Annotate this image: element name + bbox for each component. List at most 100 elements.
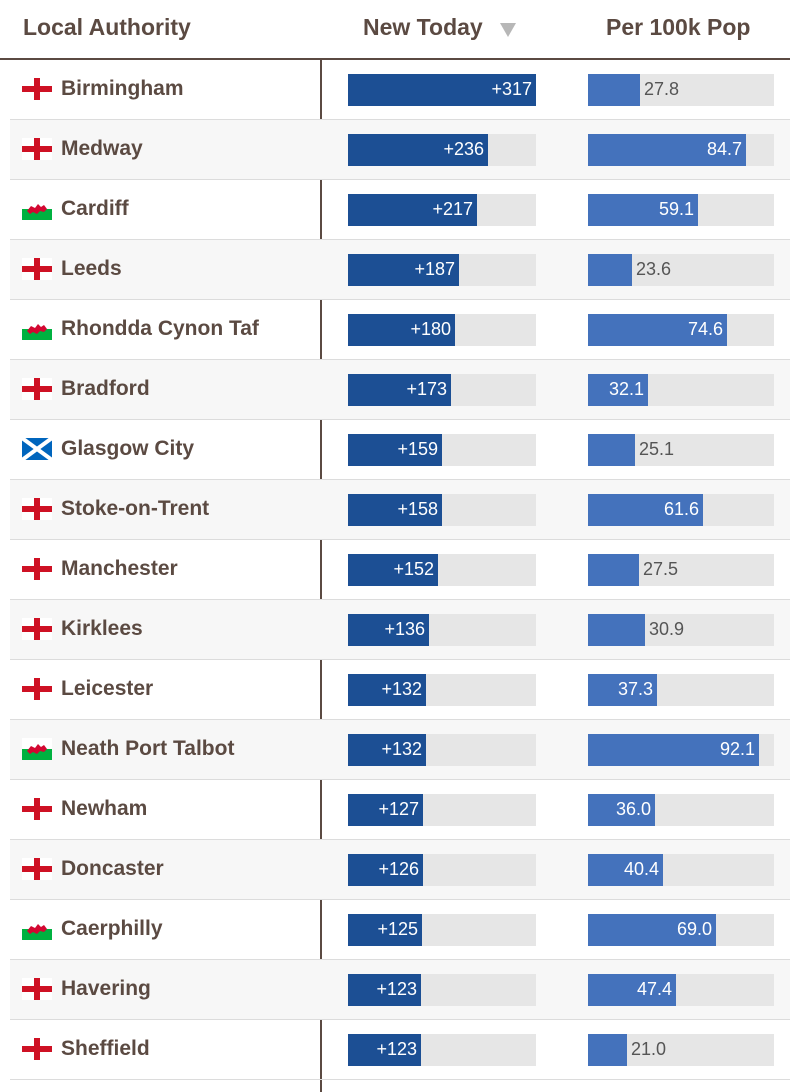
new-today-value: +123 [376,1039,417,1059]
new-today-bar: +158 [348,494,442,526]
england-flag-icon [22,558,52,580]
per-100k-value: 25.1 [639,439,675,459]
table-row: Cardiff +217 59.1 [10,180,790,240]
new-today-bar: +132 [348,734,426,766]
new-today-bar: +187 [348,254,459,286]
local-authority-name: Birmingham [61,77,184,100]
new-today-bar: +127 [348,794,423,826]
new-today-bar: +132 [348,674,426,706]
new-today-bar-track: +236 [348,134,536,166]
per-100k-bar-track: 27.8 [588,74,774,106]
new-today-bar: +217 [348,194,477,226]
new-today-bar: +123 [348,1034,421,1066]
per-100k-value: 30.9 [649,619,685,639]
per-100k-bar-track: 36.0 [588,794,774,826]
england-flag-icon [22,258,52,280]
new-today-bar-track: +317 [348,74,536,106]
per-100k-bar: 84.7 [588,134,746,166]
table-row: Stoke-on-Trent +158 61.6 [10,480,790,540]
local-authority-name: Caerphilly [61,917,163,940]
new-today-bar: +136 [348,614,429,646]
per-100k-bar-track: 37.3 [588,674,774,706]
table-row: Leeds +187 23.6 [10,240,790,300]
new-today-value: +159 [397,439,438,459]
new-today-bar-track: +152 [348,554,536,586]
per-100k-bar: 47.4 [588,974,676,1006]
column-header-new-today[interactable]: New Today [363,14,483,40]
table-row: Neath Port Talbot +132 92.1 [10,720,790,780]
new-today-bar: +180 [348,314,455,346]
local-authority-name: Neath Port Talbot [61,737,235,760]
scotland-flag-icon [20,436,54,462]
local-authority-name: Kirklees [61,617,143,640]
new-today-bar: +236 [348,134,488,166]
new-today-value: +217 [432,199,473,219]
per-100k-bar [588,1034,627,1066]
new-today-bar: +159 [348,434,442,466]
new-today-value: +158 [397,499,438,519]
per-100k-bar-track: 30.9 [588,614,774,646]
new-today-bar-track: +173 [348,374,536,406]
per-100k-value: 47.4 [636,979,672,999]
local-authority-name: Bradford [61,377,150,400]
column-header-per-100k[interactable]: Per 100k Pop [606,14,751,40]
per-100k-bar [588,74,640,106]
per-100k-bar: 59.1 [588,194,698,226]
per-100k-bar: 36.0 [588,794,655,826]
per-100k-value: 92.1 [719,739,755,759]
local-authority-name: Rhondda Cynon Taf [61,317,259,340]
england-flag-icon [22,498,52,520]
new-today-bar-track: +125 [348,914,536,946]
new-today-bar: +126 [348,854,423,886]
new-today-value: +132 [381,679,422,699]
england-flag-icon [22,858,52,880]
table-row: Birmingham +317 27.8 [10,60,790,120]
table-row: Caerphilly +125 69.0 [10,900,790,960]
new-today-value: +236 [443,139,484,159]
wales-flag-icon [22,918,52,940]
england-flag-icon [22,1038,52,1060]
per-100k-value: 32.1 [608,379,644,399]
new-today-bar-track: +123 [348,1034,536,1066]
per-100k-bar: 92.1 [588,734,759,766]
new-today-value: +136 [384,619,425,639]
per-100k-bar-track: 47.4 [588,974,774,1006]
per-100k-value: 69.0 [676,919,712,939]
per-100k-value: 27.8 [644,79,680,99]
column-divider [320,60,322,1092]
per-100k-bar: 37.3 [588,674,657,706]
wales-flag-icon [22,198,52,220]
per-100k-bar-track: 74.6 [588,314,774,346]
local-authority-name: Manchester [61,557,178,580]
england-flag-icon [22,138,52,160]
new-today-value: +126 [378,859,419,879]
new-today-bar-track: +187 [348,254,536,286]
new-today-value: +187 [414,259,455,279]
new-today-value: +152 [393,559,434,579]
per-100k-value: 84.7 [706,139,742,159]
new-today-value: +132 [381,739,422,759]
per-100k-bar-track: 21.0 [588,1034,774,1066]
per-100k-value: 74.6 [687,319,723,339]
new-today-bar-track: +123 [348,974,536,1006]
england-flag-icon [22,798,52,820]
sort-descending-icon[interactable] [500,23,516,37]
per-100k-value: 59.1 [658,199,694,219]
table-header: Local Authority New Today Per 100k Pop [0,0,790,60]
per-100k-value: 36.0 [615,799,651,819]
table-row: Newham +127 36.0 [10,780,790,840]
new-today-bar-track: +217 [348,194,536,226]
per-100k-value: 37.3 [617,679,653,699]
per-100k-bar-track: 84.7 [588,134,774,166]
column-header-local-authority[interactable]: Local Authority [23,14,191,40]
table-row: Manchester +152 27.5 [10,540,790,600]
per-100k-bar: 40.4 [588,854,663,886]
per-100k-bar: 32.1 [588,374,648,406]
per-100k-bar-track: 61.6 [588,494,774,526]
table-row: Rhondda Cynon Taf +180 74.6 [10,300,790,360]
local-authority-name: Sheffield [61,1037,150,1060]
table-body: Birmingham +317 27.8 Medway +236 84.7 Cardiff +… [10,60,790,1080]
local-authority-name: Stoke-on-Trent [61,497,210,520]
per-100k-bar [588,614,645,646]
table-row: Bradford +173 32.1 [10,360,790,420]
